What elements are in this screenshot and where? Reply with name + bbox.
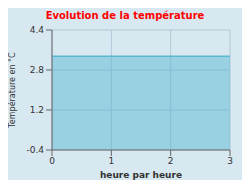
- svg-text:4.4: 4.4: [30, 25, 45, 35]
- svg-text:1.2: 1.2: [30, 105, 44, 115]
- svg-text:2: 2: [168, 156, 174, 166]
- svg-text:2.8: 2.8: [30, 65, 45, 75]
- svg-text:heure par heure: heure par heure: [100, 170, 182, 180]
- svg-text:3: 3: [227, 156, 233, 166]
- svg-text:0: 0: [49, 156, 55, 166]
- svg-text:Température en °C: Température en °C: [8, 52, 17, 129]
- svg-text:-0.4: -0.4: [26, 145, 44, 155]
- html-text:Evolution de la température: Evolution de la température: [45, 10, 205, 21]
- svg-text:1: 1: [108, 156, 114, 166]
